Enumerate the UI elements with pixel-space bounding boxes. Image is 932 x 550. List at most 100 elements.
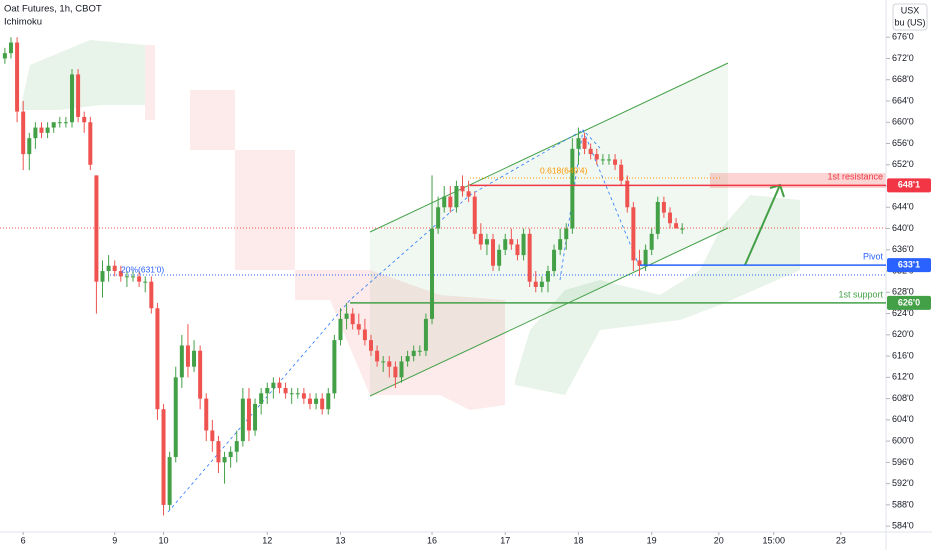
y-tick-label: 604'0 — [892, 414, 914, 424]
candle-body — [45, 127, 50, 133]
y-tick-label: 672'0 — [892, 53, 914, 63]
candle-body — [442, 196, 447, 208]
x-tick-label: 9 — [112, 535, 117, 545]
candle-body — [533, 281, 538, 287]
channel-fill — [370, 63, 728, 396]
chart-title: Oat Futures, 1h, CBOT — [4, 4, 102, 15]
candle-body — [484, 239, 489, 245]
candle-body — [314, 398, 319, 404]
candle-body — [491, 239, 496, 266]
candle-body — [625, 180, 630, 208]
y-tick-label: 600'0 — [892, 435, 914, 445]
candle-body — [368, 340, 373, 351]
candle-body — [198, 350, 203, 399]
candle-body — [283, 387, 288, 394]
candle-body — [405, 356, 410, 362]
candle-body — [497, 249, 502, 266]
candle-body — [118, 271, 123, 277]
candle-body — [515, 244, 520, 256]
candle-body — [338, 318, 343, 341]
unit: bu (US) — [894, 17, 925, 27]
y-tick-label: 640'0 — [892, 223, 914, 233]
candle-body — [606, 159, 611, 161]
candle-body — [393, 366, 398, 378]
x-tick-label: 23 — [836, 535, 846, 545]
candle-body — [637, 260, 642, 266]
candle-body — [362, 329, 367, 341]
cloud-green — [20, 40, 145, 110]
candle-body — [466, 191, 471, 197]
candle-body — [33, 127, 38, 139]
cloud-red — [145, 45, 155, 120]
resistance-zone — [710, 173, 886, 188]
y-tick-label: 652'0 — [892, 159, 914, 169]
candle-body — [448, 196, 453, 208]
candle-body — [667, 212, 672, 224]
candle-body — [167, 457, 172, 505]
x-tick-label: 17 — [500, 535, 510, 545]
candle-body — [94, 175, 99, 282]
level-price-label: 626'0 — [898, 297, 920, 307]
candle-body — [600, 159, 605, 161]
candle-body — [503, 239, 508, 250]
candle-body — [88, 122, 93, 165]
candle-body — [210, 430, 215, 442]
candle-body — [399, 361, 404, 378]
candle-body — [173, 377, 178, 458]
candle-body — [185, 345, 190, 367]
candle-body — [375, 350, 380, 362]
candle-body — [570, 148, 575, 229]
candle-body — [2, 53, 7, 59]
y-tick-label: 636'0 — [892, 244, 914, 254]
x-tick-label: 16 — [427, 535, 437, 545]
y-tick-label: 588'0 — [892, 499, 914, 509]
level-name: 1st resistance — [827, 172, 883, 182]
candle-body — [430, 228, 435, 319]
candle-body — [387, 361, 392, 367]
x-tick-label: 15:00 — [762, 535, 785, 545]
candle-body — [643, 249, 648, 266]
y-tick-label: 644'0 — [892, 202, 914, 212]
candle-body — [15, 42, 20, 112]
candle-body — [417, 350, 422, 352]
candle-body — [179, 345, 184, 378]
y-tick-label: 592'0 — [892, 478, 914, 488]
cloud-red — [190, 90, 235, 150]
candle-body — [307, 398, 312, 404]
currency-box[interactable] — [892, 3, 928, 31]
candle-body — [246, 398, 251, 431]
candle-body — [265, 387, 270, 394]
candle-body — [112, 265, 117, 272]
y-tick-label: 612'0 — [892, 372, 914, 382]
candle-body — [545, 271, 550, 282]
candle-body — [222, 457, 227, 463]
y-tick-label: 676'0 — [892, 32, 914, 42]
candle-body — [295, 393, 300, 395]
candle-body — [161, 409, 166, 505]
x-tick-label: 19 — [647, 535, 657, 545]
candle-body — [228, 451, 233, 458]
candle-body — [234, 441, 239, 452]
candle-body — [588, 148, 593, 155]
candle-body — [137, 276, 142, 282]
candle-body — [301, 393, 306, 399]
candle-body — [661, 201, 666, 213]
x-tick-label: 20 — [714, 535, 724, 545]
candle-body — [356, 324, 361, 330]
candle-body — [655, 201, 660, 234]
cloud-red — [295, 270, 505, 410]
y-tick-label: 616'0 — [892, 350, 914, 360]
channel-top — [369, 62, 729, 233]
candle-body — [478, 233, 483, 245]
candle-body — [436, 207, 441, 229]
y-tick-label: 664'0 — [892, 95, 914, 105]
candle-body — [332, 340, 337, 394]
level-name: Pivot — [863, 251, 884, 261]
candle-body — [124, 276, 129, 278]
marks — [2, 37, 685, 516]
level-price-box — [887, 178, 931, 193]
candle-body — [277, 382, 282, 388]
y-tick-label: 656'0 — [892, 138, 914, 148]
candle-body — [149, 281, 154, 309]
